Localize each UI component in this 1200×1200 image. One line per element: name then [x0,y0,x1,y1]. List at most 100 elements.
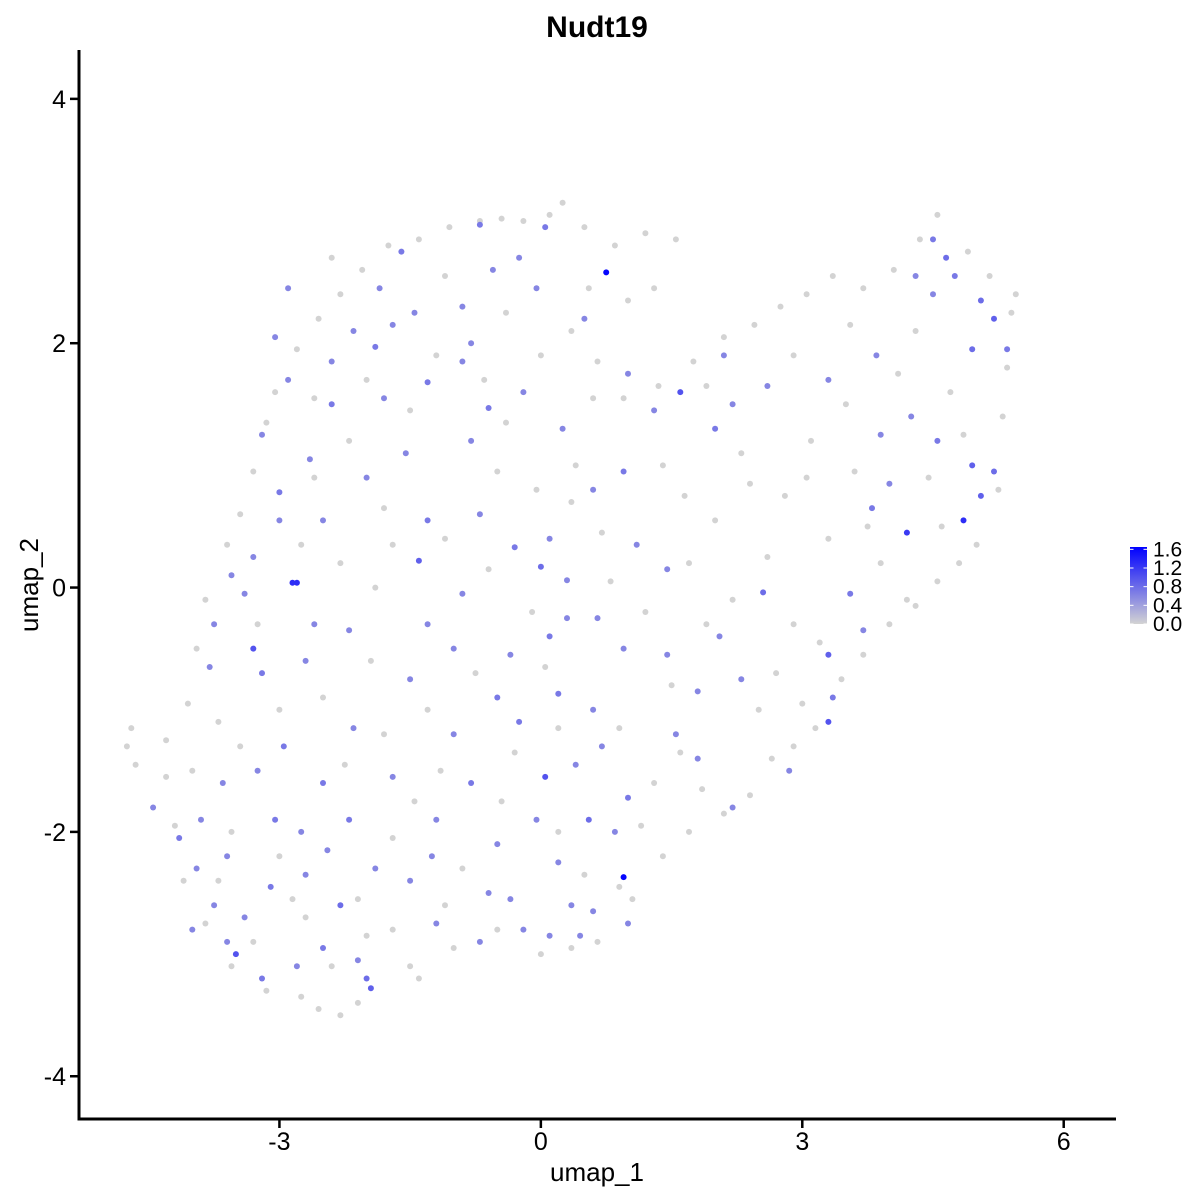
data-point [433,816,440,823]
data-point [298,828,305,835]
data-point [598,529,605,536]
data-point [272,816,279,823]
data-point [808,437,814,444]
data-point [437,767,444,774]
data-point [542,664,549,670]
data-point [346,816,353,823]
data-point [625,370,631,377]
data-point [777,303,784,310]
data-point [494,841,501,848]
data-point [389,773,396,780]
data-point [890,266,897,273]
data-point [572,462,579,469]
data-point [193,645,200,652]
data-point [633,541,640,548]
data-point [773,670,780,677]
data-point [211,902,218,909]
data-point [337,1012,344,1019]
data-point [511,749,518,756]
data-point [272,389,279,396]
legend-tick-label: 1.6 [1153,538,1182,561]
data-point [594,358,601,365]
chart-title: Nudt19 [546,11,648,44]
data-point [934,211,941,218]
data-point [276,517,283,524]
data-point [520,389,527,396]
data-point [694,755,701,762]
data-point [555,859,562,866]
data-point [415,236,422,243]
data-point [450,645,457,652]
data-point [681,492,688,499]
data-point [376,285,383,292]
data-point [367,985,374,992]
data-point [964,248,971,255]
data-point [930,291,936,298]
data-point [625,794,631,801]
data-point [293,346,300,353]
data-point [977,297,984,304]
data-point [581,871,588,878]
data-point [598,743,605,750]
data-point [128,725,135,732]
data-point [960,431,967,438]
data-point [202,920,209,927]
data-point [433,920,440,927]
data-point [446,224,453,231]
data-point [581,224,588,231]
data-point [686,560,692,567]
data-point [485,566,492,573]
data-point [263,987,270,994]
data-point [202,596,209,603]
data-point [228,963,235,970]
data-point [219,780,226,786]
data-point [956,560,963,567]
legend-tick-label: 1.2 [1153,557,1182,580]
data-point [790,743,797,750]
data-point [494,694,501,701]
data-point [211,621,218,628]
data-point [886,480,893,487]
data-point [367,657,374,664]
data-point [337,291,344,298]
data-point [825,376,832,383]
data-point [293,963,300,970]
data-point [729,596,736,603]
data-point [215,718,222,725]
data-point [764,383,771,389]
data-point [873,352,880,359]
data-point [176,835,183,841]
data-point [428,853,435,860]
data-point [607,578,614,585]
data-point [237,511,244,518]
data-point [716,633,723,640]
color-legend: 0.00.40.81.21.6 [1130,538,1183,636]
data-point [572,761,579,768]
y-tick-label: -4 [44,1063,66,1091]
data-point [381,395,387,402]
data-point [276,853,283,860]
data-point [546,633,553,640]
data-point [232,951,239,958]
data-point [250,554,257,560]
data-point [472,670,479,677]
data-point [590,706,597,713]
y-axis-ticks: -4 -2 0 2 4 [44,86,79,1091]
data-point [389,835,396,841]
data-point [581,315,588,322]
data-point [259,670,265,677]
data-point [590,908,597,915]
data-point [424,379,431,386]
data-point [903,596,910,603]
data-point [150,804,157,811]
data-point [224,853,231,860]
data-point [507,651,514,658]
data-point [847,590,854,597]
data-point [991,468,997,475]
data-point [459,865,466,872]
data-point [969,346,976,353]
data-point [411,798,418,805]
data-point [620,395,627,402]
data-point [934,578,941,585]
